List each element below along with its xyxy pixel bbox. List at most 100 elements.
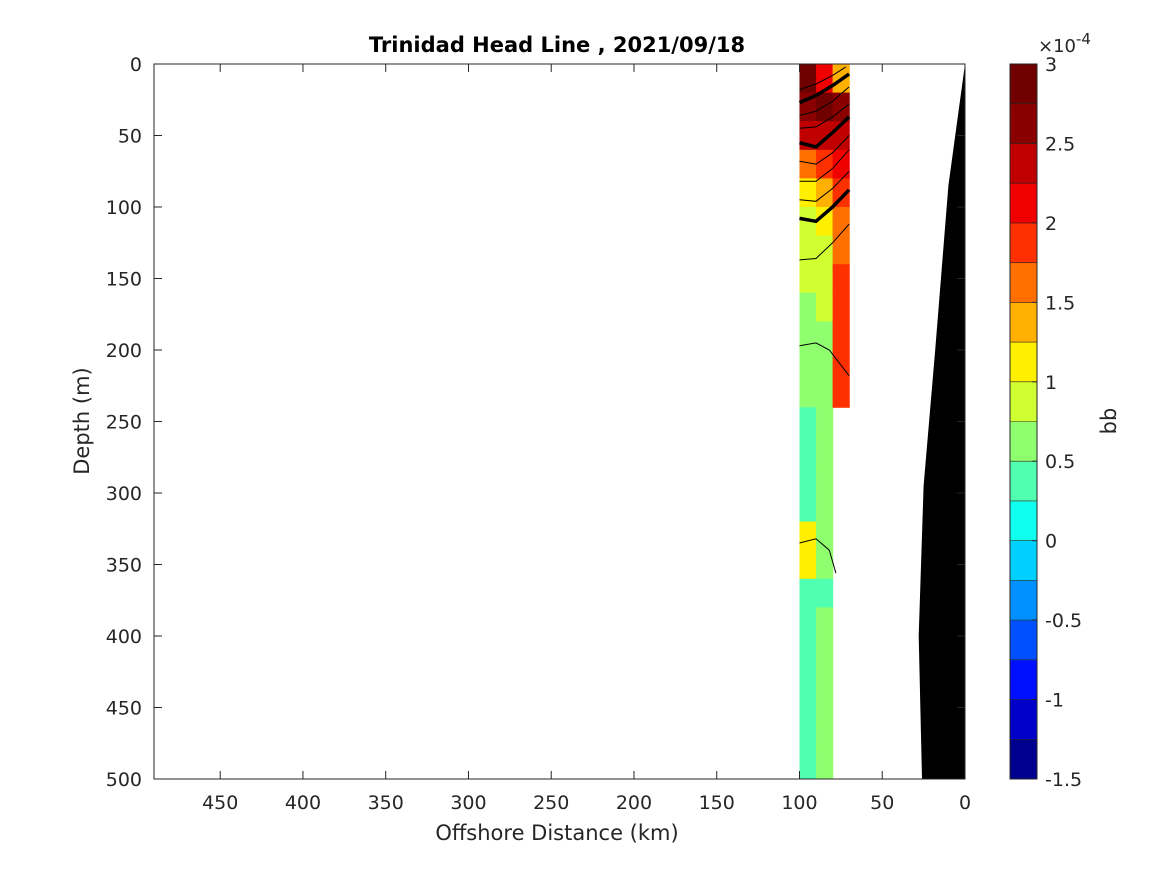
x-tick-label: 250 — [533, 792, 569, 814]
colorbar-swatch — [1010, 262, 1037, 303]
colorbar-tick-label: -1.5 — [1045, 769, 1082, 791]
contour-line — [798, 72, 851, 105]
y-tick-label: 150 — [106, 269, 142, 291]
section-cell — [799, 693, 817, 723]
section-cell — [799, 64, 817, 94]
contour-line — [799, 66, 847, 91]
colorbar-tick-label: 0 — [1045, 531, 1057, 553]
section-cell — [799, 636, 817, 666]
section-cell — [816, 178, 834, 208]
section-cell — [816, 550, 834, 580]
x-tick-label: 450 — [202, 792, 238, 814]
contour-line — [799, 342, 850, 377]
colorbar-tick-label: 2.5 — [1045, 133, 1075, 155]
section-cell — [832, 292, 850, 322]
section-cell — [816, 464, 834, 494]
y-tick-label: 0 — [130, 54, 142, 76]
colorbar-frame — [1009, 63, 1038, 780]
section-cell — [816, 92, 834, 122]
y-tick-label: 100 — [106, 197, 142, 219]
colorbar-tick-label: 3 — [1045, 54, 1057, 76]
colorbar-ticks: 3 2.5 2 1.5 1 0.5 0 -0.5 -1 -1.5 — [1032, 54, 1082, 791]
colorbar-swatch — [1010, 302, 1037, 343]
contour-line — [799, 170, 850, 202]
section-cell — [799, 750, 817, 779]
y-tick-label: 300 — [106, 483, 142, 505]
section-cell — [799, 664, 817, 694]
section-cell — [816, 435, 834, 465]
section-cell — [832, 92, 850, 122]
section-cell — [799, 235, 817, 265]
contour-line — [799, 223, 850, 261]
colorbar-swatch — [1010, 222, 1037, 264]
contour-line — [799, 86, 850, 116]
colorbar-tick-label: 2 — [1045, 213, 1057, 235]
colorbar-swatch — [1010, 659, 1037, 701]
section-cell — [799, 350, 817, 380]
y-tick-label: 250 — [106, 412, 142, 434]
contour-line — [799, 115, 851, 149]
contour-lines — [798, 66, 851, 574]
colorbar-swatch — [1010, 183, 1037, 224]
y-tick-label: 400 — [106, 626, 142, 648]
section-cell — [799, 178, 817, 208]
section-cell — [799, 264, 817, 294]
section-cell — [799, 578, 817, 608]
y-tick-label: 500 — [106, 769, 142, 791]
section-cell — [816, 378, 834, 408]
x-tick-label: 300 — [450, 792, 486, 814]
y-tick-label: 50 — [118, 126, 142, 148]
colorbar-swatch — [1010, 381, 1037, 422]
x-tick-label: 400 — [285, 792, 321, 814]
colorbar-tick-label: 1 — [1045, 372, 1057, 394]
section-cell — [816, 693, 834, 723]
x-axis-label: Offshore Distance (km) — [435, 821, 678, 845]
colorbar-swatch — [1010, 739, 1037, 780]
section-cell — [816, 407, 834, 437]
section-cell — [799, 721, 817, 751]
x-tick-label: 200 — [616, 792, 652, 814]
colorbar-swatch — [1010, 461, 1037, 502]
contour-line — [799, 103, 850, 129]
section-cell — [799, 464, 817, 494]
x-tick-label: 350 — [368, 792, 404, 814]
colorbar-swatch — [1010, 580, 1037, 621]
colorbar-swatches — [1010, 64, 1037, 780]
colorbar-swatch — [1010, 143, 1037, 184]
section-cell — [816, 350, 834, 380]
colorbar: 3 2.5 2 1.5 1 0.5 0 -0.5 -1 -1.5 ×10-4 bb — [1009, 30, 1121, 791]
section-cell — [832, 264, 850, 294]
colorbar-label: bb — [1097, 408, 1121, 435]
x-tick-label: 50 — [870, 792, 894, 814]
y-axis: 0 50 100 150 200 250 300 350 400 450 500 — [106, 54, 965, 791]
section-cell — [799, 521, 817, 551]
colorbar-swatch — [1010, 620, 1037, 661]
bathymetry — [918, 64, 965, 779]
colorbar-tick-label: -0.5 — [1045, 610, 1082, 632]
section-cell — [816, 493, 834, 523]
seafloor-polygon — [918, 64, 965, 779]
x-tick-label: 100 — [781, 792, 817, 814]
colorbar-swatch — [1010, 540, 1037, 581]
section-cell — [799, 407, 817, 437]
section-cell — [799, 292, 817, 322]
contour-line — [799, 149, 850, 182]
contour-line — [799, 188, 851, 224]
colorbar-tick-label: 0.5 — [1045, 451, 1075, 473]
section-cell — [799, 435, 817, 465]
x-tick-label: 0 — [959, 792, 971, 814]
contour-line — [799, 538, 837, 574]
y-tick-label: 450 — [106, 698, 142, 720]
section-cell — [832, 378, 850, 408]
colorbar-swatch — [1010, 64, 1037, 105]
x-axis: 450 400 350 300 250 200 150 100 50 0 — [202, 64, 971, 814]
section-cell — [799, 149, 817, 179]
colorbar-tick-label: -1 — [1045, 690, 1064, 712]
x-tick-label: 150 — [699, 792, 735, 814]
colorbar-tick-label: 1.5 — [1045, 292, 1075, 314]
section-cell — [799, 550, 817, 580]
colorbar-swatch — [1010, 699, 1037, 740]
y-tick-label: 350 — [106, 555, 142, 577]
